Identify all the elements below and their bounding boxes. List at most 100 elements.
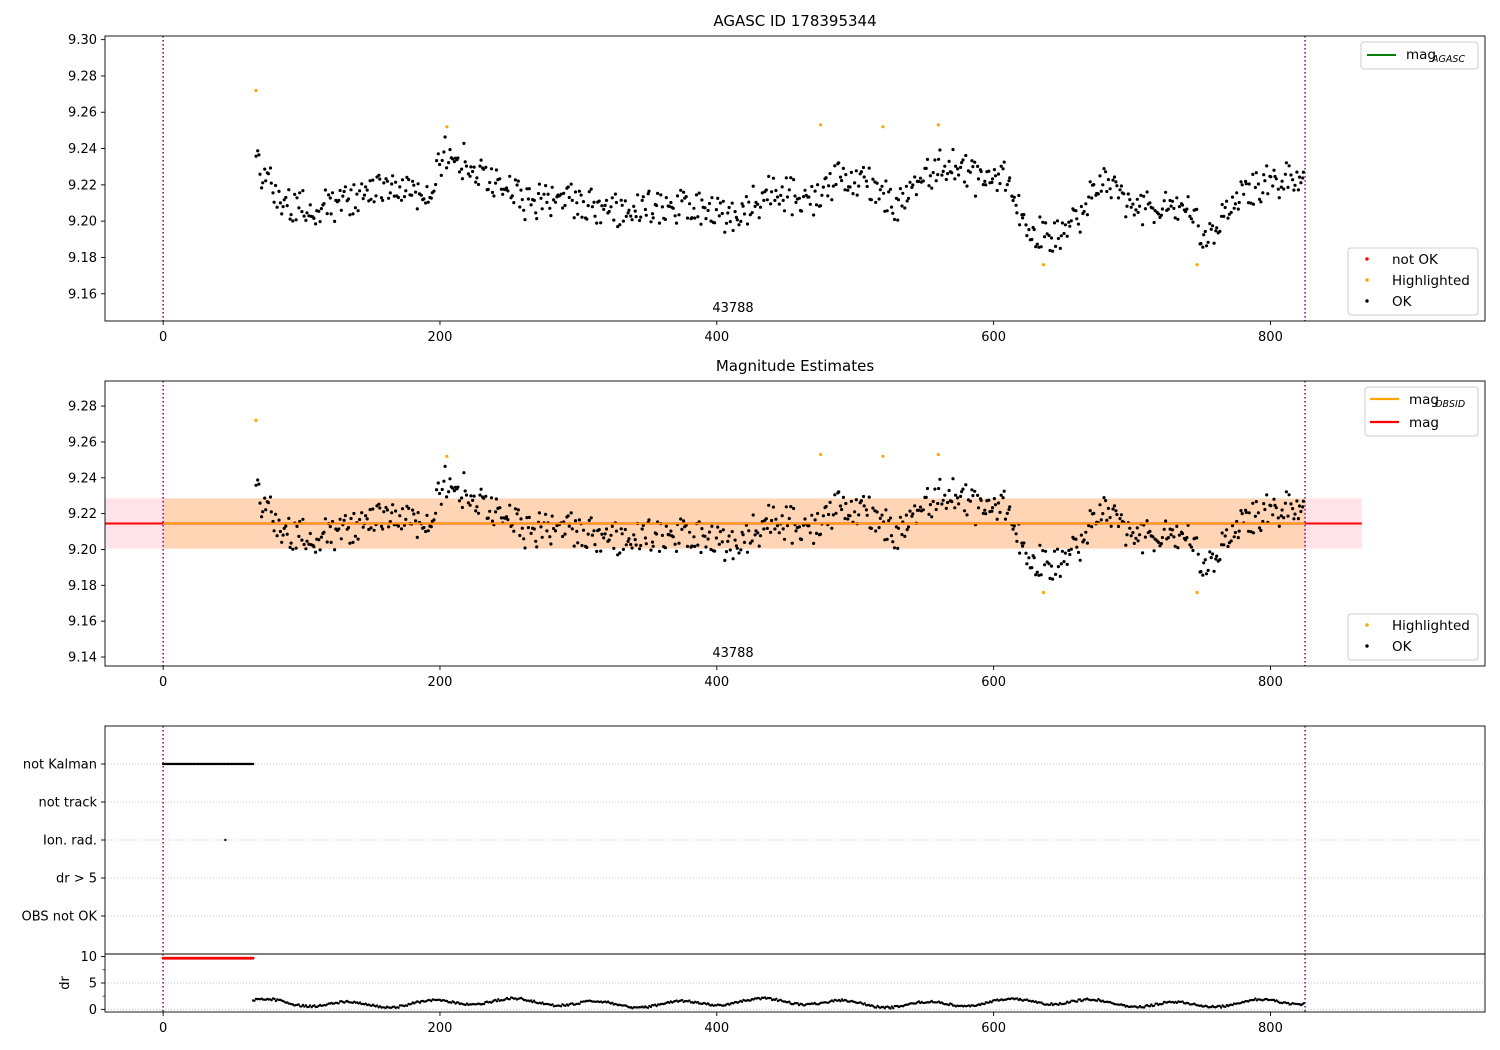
ok-point (928, 503, 933, 507)
ok-point (1125, 533, 1129, 537)
ok-point (590, 205, 595, 209)
dr-point (688, 999, 691, 1002)
ok-point (859, 499, 864, 503)
ok-point (1263, 507, 1267, 512)
ok-point (779, 193, 783, 197)
ok-point (1084, 202, 1088, 206)
ok-point (1038, 215, 1042, 219)
ok-point (1208, 222, 1212, 226)
ok-point (1139, 193, 1143, 197)
ok-point (1044, 549, 1048, 553)
ok-point (918, 505, 923, 509)
ok-point (965, 513, 969, 517)
dr-point (304, 1004, 308, 1007)
ok-point (552, 526, 556, 531)
ok-point (1280, 179, 1284, 183)
ok-point (721, 199, 725, 203)
ok-point (463, 160, 467, 164)
ok-point (1291, 507, 1295, 511)
ok-point (840, 507, 844, 512)
ok-point (864, 508, 869, 512)
ok-point (1054, 572, 1058, 577)
ok-point (1166, 536, 1170, 540)
dr-point (270, 999, 273, 1002)
ok-point (365, 188, 369, 192)
ok-point (1254, 171, 1258, 175)
ok-point (1125, 204, 1129, 208)
ok-point (294, 218, 298, 222)
ok-point (784, 505, 788, 509)
ok-point (1132, 213, 1136, 217)
ok-point (1225, 199, 1229, 203)
ok-point (1068, 552, 1072, 557)
ok-point (1148, 201, 1152, 205)
ok-point (379, 524, 384, 528)
ok-point (297, 534, 301, 539)
ok-point (618, 551, 622, 555)
ok-point (457, 170, 462, 174)
ok-point (1003, 517, 1008, 521)
ok-point (1106, 178, 1110, 182)
dr-point (653, 1003, 657, 1006)
dr-point (1016, 997, 1019, 1000)
ok-point (1279, 185, 1283, 189)
ok-point (384, 177, 388, 181)
ok-point (936, 173, 940, 177)
ok-point (1002, 160, 1006, 164)
ok-point (589, 187, 593, 191)
ok-point (1211, 224, 1215, 228)
ok-point (392, 194, 396, 198)
ok-point (818, 532, 823, 536)
ok-point (1105, 189, 1109, 194)
ok-point (508, 174, 512, 178)
dr-point (1148, 1005, 1152, 1008)
ok-point (1035, 570, 1039, 574)
ok-point (374, 194, 378, 198)
ok-point (394, 180, 398, 184)
ok-point (432, 189, 436, 193)
ok-point (1152, 220, 1156, 225)
ok-point (435, 159, 439, 163)
ok-point (629, 214, 633, 218)
ok-point (419, 193, 423, 197)
ok-point (1168, 527, 1172, 531)
ok-point (358, 189, 362, 193)
dr-point (769, 996, 772, 1000)
ok-point (466, 172, 470, 176)
ok-point (620, 532, 624, 536)
ok-point (534, 211, 538, 215)
ok-point (396, 524, 400, 528)
ok-point (548, 206, 552, 210)
ok-point (1169, 204, 1173, 208)
ok-point (990, 180, 994, 184)
ok-point (774, 517, 778, 521)
dr-point (1152, 1004, 1156, 1007)
ok-point (880, 513, 884, 517)
ok-point (944, 177, 948, 182)
ok-point (604, 198, 609, 202)
ok-point (888, 187, 893, 191)
ok-point (634, 215, 638, 219)
ok-point (398, 185, 402, 189)
ok-point (911, 183, 915, 187)
ok-point (488, 180, 492, 185)
ok-point (263, 496, 267, 500)
ok-point (610, 196, 614, 200)
ok-point (812, 213, 816, 217)
ok-point (1106, 506, 1110, 510)
ok-point (1098, 503, 1102, 507)
ok-point (667, 533, 672, 537)
ok-point (1056, 565, 1060, 569)
panel1-ytick-label: 9.28 (68, 69, 97, 84)
ok-point (962, 180, 967, 184)
ok-point (1271, 184, 1275, 188)
ok-point (548, 535, 552, 539)
ok-point (400, 507, 405, 511)
panel1-legend-bottom-box (1347, 247, 1479, 316)
ok-point (513, 178, 518, 182)
ok-point (934, 507, 938, 512)
ok-point (352, 183, 356, 187)
ok-point (1056, 236, 1060, 241)
ok-point (633, 538, 637, 542)
ok-point (1218, 229, 1222, 233)
